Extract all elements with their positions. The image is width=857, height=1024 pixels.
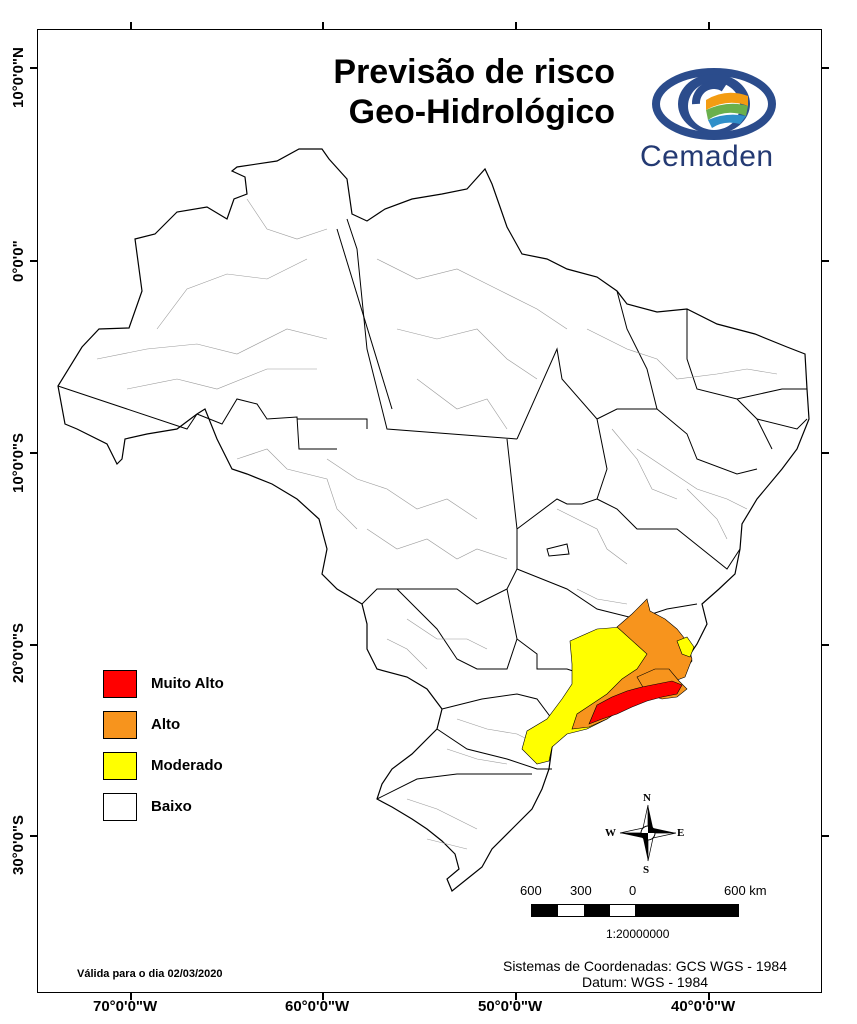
tick [821, 452, 829, 454]
compass-s-label: S [643, 864, 650, 876]
legend-swatch [103, 670, 137, 698]
legend-label: Baixo [151, 798, 192, 815]
scale-label: 600 km [724, 883, 767, 898]
coordinate-system-line-2: Datum: WGS - 1984 [581, 974, 709, 990]
legend-label: Alto [151, 716, 181, 733]
tick [821, 67, 829, 69]
tick [130, 992, 132, 1000]
compass-w-label: W [605, 827, 616, 839]
scale-segment [610, 905, 635, 916]
tick [130, 22, 132, 30]
map-frame [37, 29, 822, 993]
coordinate-system-line-1: Sistemas de Coordenadas: GCS WGS - 1984 [502, 958, 788, 974]
risk-area-moderado-2 [676, 636, 695, 658]
tick [708, 22, 710, 30]
coordinate-system: Sistemas de Coordenadas: GCS WGS - 1984 … [470, 958, 820, 990]
lat-label-20s: 20°0'0"S [10, 622, 27, 683]
lon-label-70w: 70°0'0"W [93, 998, 158, 1015]
tick [30, 67, 38, 69]
scale-label: 0 [629, 883, 637, 898]
tick [821, 644, 829, 646]
lat-label-30s: 30°0'0"S [10, 814, 27, 875]
tick [30, 644, 38, 646]
validity-date: Válida para o dia 02/03/2020 [77, 968, 223, 980]
risk-area-muito-alto [588, 680, 683, 725]
scale-segment [558, 905, 584, 916]
tick [821, 835, 829, 837]
scale-ratio: 1:20000000 [606, 927, 670, 941]
cemaden-logo [652, 68, 776, 140]
legend-swatch [103, 793, 137, 821]
title-line-2: Geo-Hidrológico [348, 93, 615, 131]
tick [30, 452, 38, 454]
risk-areas [521, 598, 695, 765]
tick [30, 260, 38, 262]
legend-swatch [103, 752, 137, 780]
scale-segment [532, 905, 558, 916]
brazil-map [57, 148, 810, 892]
lon-label-50w: 50°0'0"W [478, 998, 543, 1015]
scale-label: 300 [570, 883, 592, 898]
legend-label: Moderado [151, 757, 223, 774]
scale-bar [531, 904, 739, 917]
compass-rose [619, 804, 677, 862]
scale-segment [584, 905, 610, 916]
map-title: Previsão de risco Geo-Hidrológico [235, 52, 615, 132]
brazil-outline [57, 148, 810, 892]
tick [821, 260, 829, 262]
legend-label: Muito Alto [151, 675, 224, 692]
lat-label-10n: 10°0'0"N [10, 47, 27, 108]
compass-n-label: N [643, 792, 651, 804]
tick [322, 992, 324, 1000]
tick [515, 992, 517, 1000]
lat-label-0: 0°0'0" [10, 240, 27, 282]
lon-label-40w: 40°0'0"W [671, 998, 736, 1015]
lon-label-60w: 60°0'0"W [285, 998, 350, 1015]
tick [30, 835, 38, 837]
state-borders [57, 218, 808, 800]
compass-e-label: E [677, 827, 685, 839]
title-line-1: Previsão de risco [333, 53, 615, 91]
tick [708, 992, 710, 1000]
legend-swatch [103, 711, 137, 739]
lat-label-10s: 10°0'0"S [10, 432, 27, 493]
scale-segment [635, 905, 738, 916]
tick [322, 22, 324, 30]
cemaden-logo-text: Cemaden [640, 140, 774, 173]
scale-label: 600 [520, 883, 542, 898]
tick [515, 22, 517, 30]
